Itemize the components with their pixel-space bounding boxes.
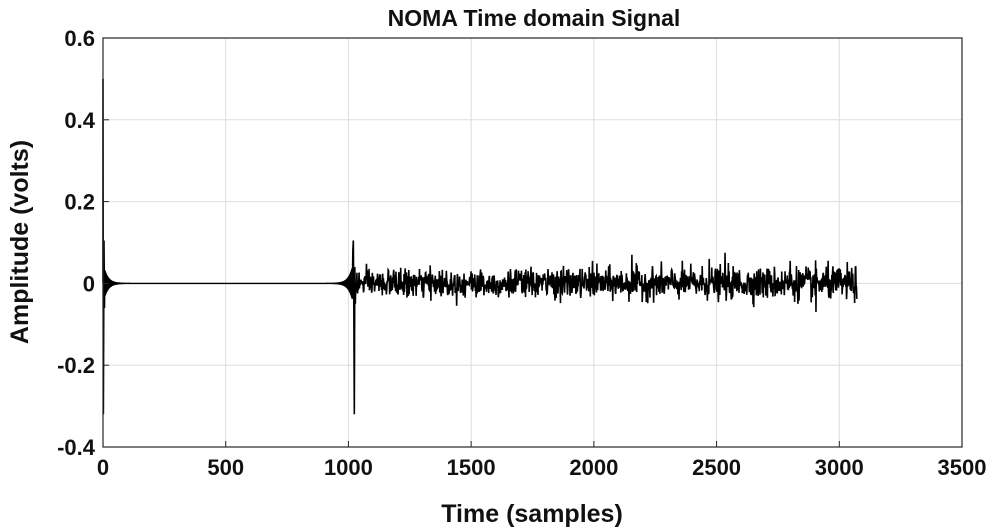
x-axis-ticks: 0 500 1000 1500 2000 2500 3000 3500 — [97, 441, 987, 480]
x-tick-label: 1000 — [324, 455, 373, 480]
signal-line — [102, 78, 858, 415]
x-tick-label: 2000 — [569, 455, 618, 480]
y-tick-label: 0 — [83, 271, 95, 296]
y-tick-label: 0.6 — [64, 26, 95, 51]
y-tick-label: 0.2 — [64, 190, 95, 215]
y-tick-label: -0.2 — [57, 353, 95, 378]
y-tick-label: 0.4 — [64, 108, 95, 133]
x-tick-label: 2500 — [692, 455, 741, 480]
x-tick-label: 3500 — [938, 455, 987, 480]
plot-border — [102, 37, 963, 448]
x-tick-label: 500 — [207, 455, 244, 480]
x-axis-title: Time (samples) — [441, 500, 623, 528]
y-tick-label: -0.4 — [57, 435, 96, 460]
x-tick-label: 0 — [97, 455, 109, 480]
x-tick-label: 3000 — [815, 455, 864, 480]
y-axis-title: Amplitude (volts) — [6, 140, 34, 344]
y-axis-ticks: 0.6 0.4 0.2 0 -0.2 -0.4 — [57, 26, 109, 460]
x-tick-label: 1500 — [447, 455, 496, 480]
chart-title: NOMA Time domain Signal — [388, 5, 681, 31]
plot-area — [103, 38, 962, 447]
